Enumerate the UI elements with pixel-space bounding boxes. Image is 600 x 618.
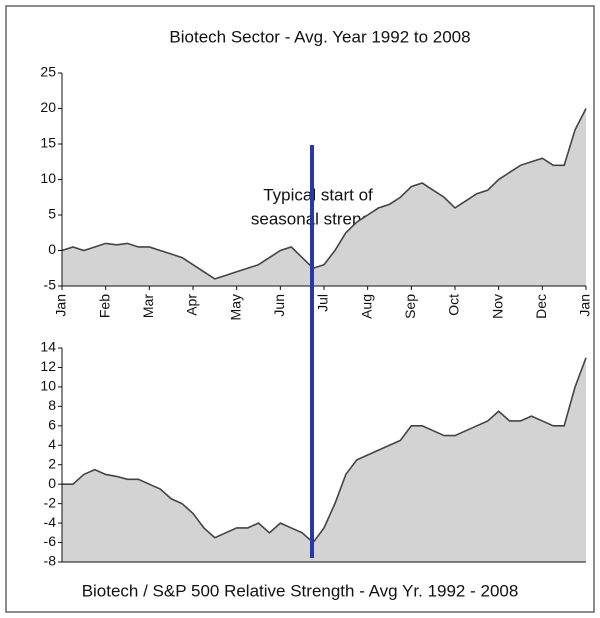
area: [62, 357, 586, 562]
y-tick-label: -2: [44, 494, 57, 510]
y-tick-label: 10: [40, 378, 56, 394]
x-tick-label: Jul: [315, 294, 331, 312]
y-tick-label: 15: [40, 135, 56, 151]
y-tick-label: 4: [48, 436, 56, 452]
annotation: Typical start of: [263, 185, 373, 204]
x-tick-label: Sep: [402, 294, 418, 319]
line: [61, 108, 587, 280]
x-tick-label: Aug: [358, 294, 374, 319]
y-tick-label: -8: [44, 553, 57, 569]
y-tick-label: -5: [44, 277, 57, 293]
y-tick-label: 8: [48, 397, 56, 413]
line: [62, 357, 587, 544]
x-tick-label: May: [227, 294, 243, 320]
x-tick-label: Jun: [271, 294, 287, 317]
x-tick-label: Dec: [533, 294, 549, 319]
chart-title: Biotech / S&P 500 Relative Strength - Av…: [82, 581, 519, 600]
area: [62, 108, 586, 286]
x-tick-label: Apr: [184, 294, 200, 316]
y-tick-label: -6: [44, 533, 57, 549]
y-tick-label: 14: [40, 339, 56, 355]
chart-title: Biotech Sector - Avg. Year 1992 to 2008: [169, 27, 470, 46]
annotation: seasonal strength: [251, 209, 385, 228]
y-tick-label: 0: [48, 241, 56, 257]
y-tick-label: 0: [48, 475, 56, 491]
y-tick-label: -4: [44, 514, 57, 530]
x-tick-label: Nov: [489, 294, 505, 319]
y-tick-label: 20: [40, 99, 56, 115]
x-tick-label: Jan: [577, 294, 593, 317]
y-tick-label: 6: [48, 417, 56, 433]
y-tick-label: 10: [40, 170, 56, 186]
y-tick-label: 25: [40, 64, 56, 80]
y-tick-label: 2: [48, 455, 56, 471]
y-tick-label: 5: [48, 206, 56, 222]
x-tick-label: Jan: [53, 294, 69, 317]
x-tick-label: Mar: [140, 294, 156, 318]
x-tick-label: Oct: [446, 294, 462, 316]
y-tick-label: 12: [40, 358, 56, 374]
x-tick-label: Feb: [96, 294, 112, 318]
